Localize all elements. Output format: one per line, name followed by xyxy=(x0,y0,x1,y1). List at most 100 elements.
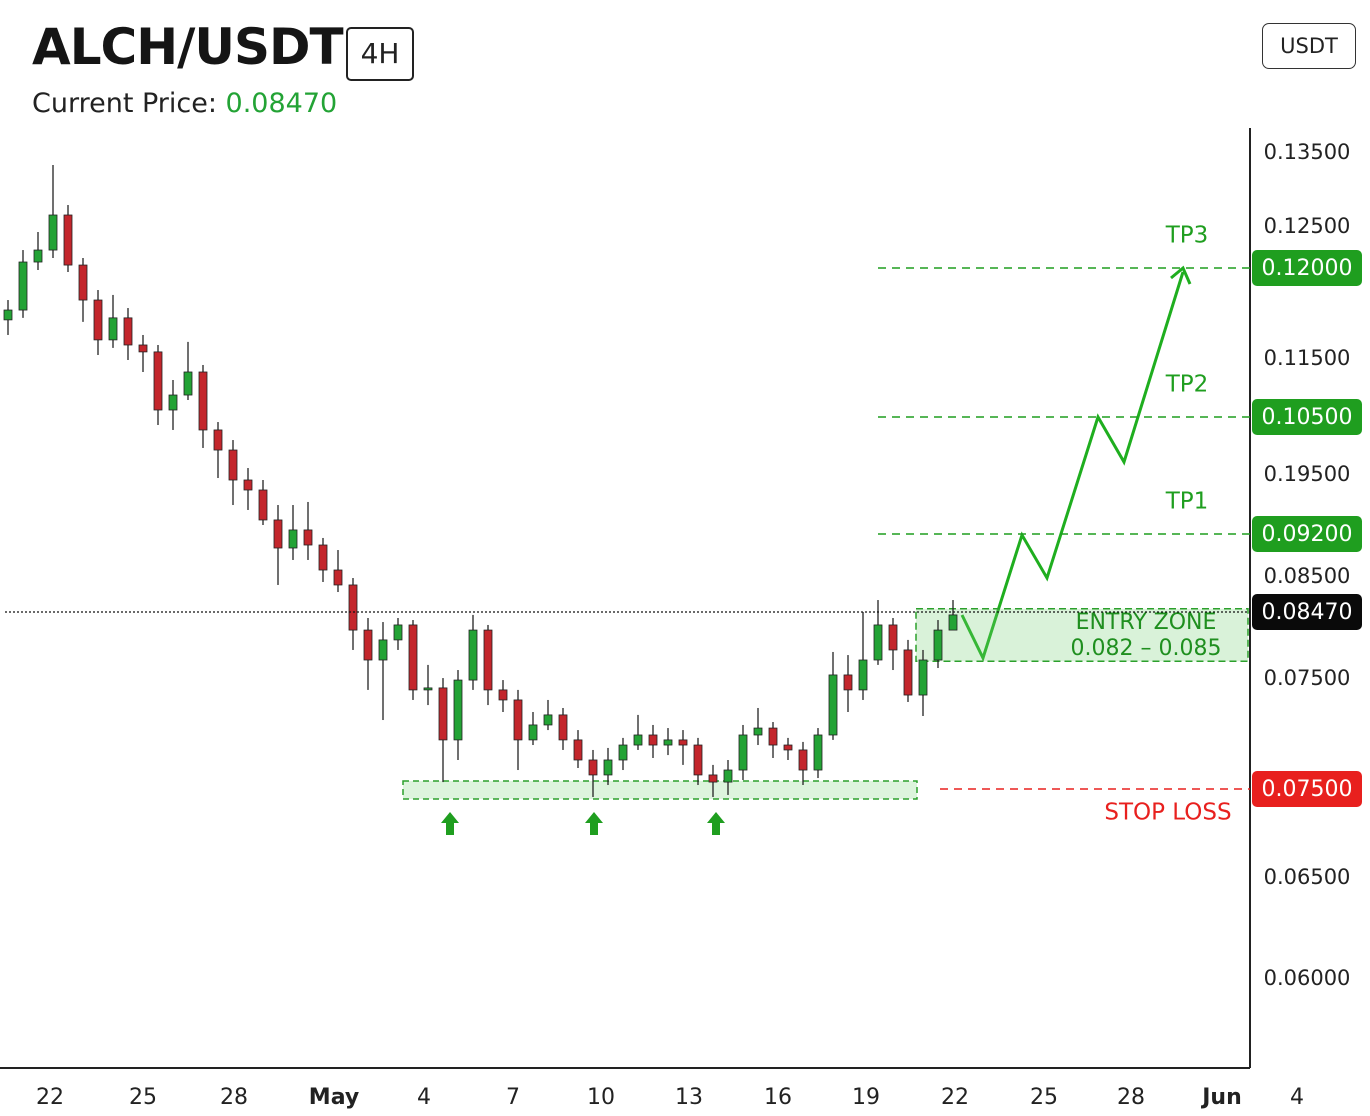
candle-body xyxy=(708,774,718,783)
candle-body xyxy=(828,674,838,736)
candle-body xyxy=(753,727,763,736)
y-tick-label: 0.06000 xyxy=(1264,966,1351,990)
x-tick-label: 4 xyxy=(1290,1085,1304,1110)
level-name: TP3 xyxy=(1165,223,1209,249)
candle-body xyxy=(318,544,328,571)
candle-body xyxy=(918,659,928,696)
x-tick-label: 19 xyxy=(852,1085,880,1110)
candle-body xyxy=(933,629,943,661)
x-tick-label: Jun xyxy=(1200,1085,1242,1110)
level-box xyxy=(1252,250,1362,286)
arrow xyxy=(585,812,603,835)
candle-body xyxy=(483,629,493,691)
candle-body xyxy=(678,739,688,746)
y-tick-label: 0.12500 xyxy=(1264,214,1351,238)
projection-arrowhead xyxy=(1170,265,1192,285)
current-price-axis-label: 0.08470 xyxy=(1262,600,1353,625)
candle-body xyxy=(798,749,808,771)
candle-body xyxy=(108,317,118,341)
candle-body xyxy=(438,687,448,741)
candle-body xyxy=(363,629,373,661)
arrow xyxy=(707,812,725,835)
candle-body xyxy=(48,214,58,251)
current-price-label: Current Price: xyxy=(32,88,217,119)
level-name: TP1 xyxy=(1165,489,1209,515)
candle-body xyxy=(738,734,748,771)
current-price-box xyxy=(1252,594,1362,630)
candle-body xyxy=(813,734,823,771)
candle-body xyxy=(888,624,898,651)
candle-body xyxy=(843,674,853,691)
level-box xyxy=(1252,399,1362,435)
candle-body xyxy=(768,727,778,746)
level-name: TP2 xyxy=(1165,372,1209,398)
y-tick-label: 0.11500 xyxy=(1264,346,1351,370)
level-axis-label: 0.12000 xyxy=(1262,256,1353,281)
current-price: Current Price: 0.08470 xyxy=(32,88,337,119)
candle-body xyxy=(213,429,223,451)
candle-body xyxy=(168,394,178,411)
candle-body xyxy=(153,351,163,411)
current-price-value: 0.08470 xyxy=(225,88,338,119)
candle-body xyxy=(618,744,628,761)
y-tick-label: 0.13500 xyxy=(1264,140,1351,164)
candle-body xyxy=(18,261,28,311)
candle-body xyxy=(513,699,523,741)
candle-body xyxy=(138,344,148,353)
candle-body xyxy=(228,449,238,481)
candle-body xyxy=(258,489,268,521)
candle-body xyxy=(783,744,793,751)
y-tick-label: 0.07500 xyxy=(1264,666,1351,690)
level-box xyxy=(1252,771,1362,807)
candle-body xyxy=(198,371,208,431)
arrow xyxy=(441,812,459,835)
candle-body xyxy=(903,649,913,696)
y-tick-label: 0.06500 xyxy=(1264,865,1351,889)
entry-zone-title: ENTRY ZONE xyxy=(1076,610,1217,635)
x-tick-label: 4 xyxy=(417,1085,431,1110)
candle-body xyxy=(543,714,553,726)
x-tick-label: May xyxy=(309,1085,359,1110)
candle-body xyxy=(333,569,343,586)
candle-body xyxy=(573,739,583,761)
candle-body xyxy=(393,624,403,641)
candle-body xyxy=(873,624,883,661)
candle-body xyxy=(243,479,253,491)
candle-body xyxy=(378,639,388,661)
candle-body xyxy=(648,734,658,746)
candle-body xyxy=(723,769,733,783)
candle-body xyxy=(558,714,568,741)
candle-body xyxy=(423,687,433,691)
candle-body xyxy=(33,249,43,263)
candle-body xyxy=(498,689,508,701)
candle-body xyxy=(948,614,958,631)
x-tick-label: 16 xyxy=(764,1085,792,1110)
entry-zone-range: 0.082 – 0.085 xyxy=(1071,636,1222,661)
level-name: STOP LOSS xyxy=(1104,800,1231,826)
x-tick-label: 28 xyxy=(220,1085,248,1110)
x-tick-label: 13 xyxy=(675,1085,703,1110)
candle-body xyxy=(663,739,673,746)
candle-body xyxy=(303,529,313,546)
timeframe[interactable]: 4H xyxy=(346,27,414,81)
candle-body xyxy=(348,584,358,631)
level-axis-label: 0.07500 xyxy=(1262,777,1353,802)
candle-body xyxy=(288,529,298,549)
x-tick-label: 28 xyxy=(1117,1085,1145,1110)
candle-body xyxy=(468,629,478,681)
level-axis-label: 0.09200 xyxy=(1262,522,1353,547)
candle-body xyxy=(588,759,598,776)
projection-path xyxy=(960,271,1185,663)
y-tick-label: 0.19500 xyxy=(1264,462,1351,486)
x-tick-label: 25 xyxy=(129,1085,157,1110)
candle-body xyxy=(93,299,103,341)
candle-body xyxy=(528,724,538,741)
candle-body xyxy=(693,744,703,776)
candle-body xyxy=(603,759,613,776)
candle-body xyxy=(183,371,193,396)
candle-body xyxy=(63,214,73,266)
x-tick-label: 22 xyxy=(941,1085,969,1110)
currency-button[interactable]: USDT xyxy=(1262,23,1356,69)
